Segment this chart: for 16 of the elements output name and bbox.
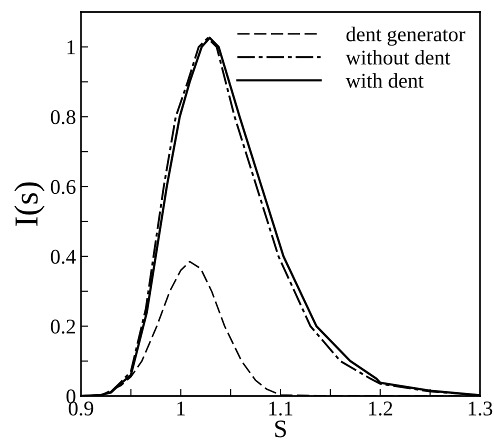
- x-tick-label: 1: [177, 402, 185, 416]
- legend-label: without dent: [346, 50, 450, 65]
- y-tick-label: 0: [66, 389, 76, 404]
- legend-label: with dent: [346, 73, 424, 88]
- x-tick-label: 1.2: [369, 402, 392, 416]
- x-tick-label: 1.1: [269, 402, 292, 416]
- y-tick-label: 0.2: [50, 320, 75, 334]
- x-tick-label: 0.9: [68, 401, 94, 416]
- x-tick-label: 1.3: [468, 402, 492, 416]
- y-tick-label: 0.8: [50, 110, 76, 124]
- legend-label: dent generator: [346, 26, 466, 46]
- y-axis-title: I(s): [14, 182, 45, 226]
- y-tick-label: 0.4: [50, 250, 76, 264]
- y-tick-label: 0.6: [50, 180, 76, 194]
- y-tick-label: 1: [68, 40, 75, 54]
- x-axis-title: S: [275, 420, 286, 438]
